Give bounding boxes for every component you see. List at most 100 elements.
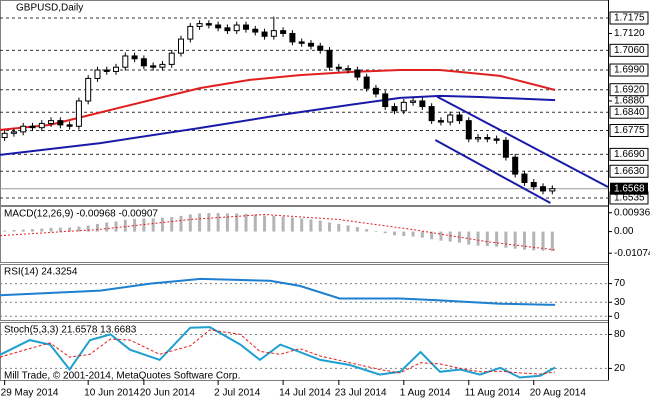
level-box <box>609 11 649 25</box>
histogram-bar <box>476 231 480 246</box>
candle-body <box>410 100 417 103</box>
candle-body <box>289 32 296 43</box>
candle-body <box>57 120 64 126</box>
candle-body <box>196 23 203 27</box>
histogram-bar <box>49 227 53 232</box>
x-tick-label: 20 Jun 2014 <box>140 388 195 399</box>
candle-body <box>298 41 305 44</box>
candle-body <box>10 131 17 134</box>
candle-body <box>317 45 324 51</box>
candle-body <box>94 69 101 79</box>
level-label: 1.7175 <box>614 13 645 24</box>
histogram-bar <box>485 231 489 247</box>
candle-body <box>85 77 92 102</box>
histogram-bar <box>105 222 109 232</box>
histogram-bar <box>123 219 127 232</box>
histogram-bar <box>30 229 34 232</box>
candle-body <box>48 120 55 124</box>
candle-body <box>178 38 185 54</box>
candle-body <box>326 49 333 68</box>
histogram-bar <box>40 228 44 232</box>
y-tick-label: 80 <box>614 329 626 340</box>
candle-body <box>113 66 120 72</box>
indicator-line <box>0 277 556 306</box>
candle-body <box>372 87 379 95</box>
histogram-bar <box>513 231 517 249</box>
histogram-bar <box>365 229 369 232</box>
histogram-bar <box>383 231 387 234</box>
x-tick-label: 2 Jul 2014 <box>214 388 261 399</box>
panel-title: GBPUSD,Daily <box>16 3 83 14</box>
candle-body <box>428 106 435 122</box>
level-box <box>609 123 649 137</box>
x-tick-label: 29 May 2014 <box>1 388 59 399</box>
histogram-bar <box>309 219 313 232</box>
level-label: 1.6630 <box>614 166 645 177</box>
histogram-bar <box>318 220 322 232</box>
candle-body <box>205 23 212 26</box>
y-tick-label: -0.01074 <box>614 248 650 259</box>
candle-body <box>215 24 222 29</box>
level-label: 1.6690 <box>614 149 645 160</box>
histogram-bar <box>86 225 90 232</box>
candle-body <box>233 24 240 32</box>
candle-body <box>521 173 528 184</box>
y-tick-label: 1.6880 <box>614 96 645 107</box>
y-tick-label: 0.00936 <box>614 207 650 218</box>
y-tick-label: 20 <box>614 363 626 374</box>
level-box <box>609 63 649 77</box>
candle-body <box>502 139 509 158</box>
indicator-line <box>0 329 556 375</box>
histogram-bar <box>253 214 257 232</box>
histogram-bar <box>430 231 434 240</box>
histogram-bar <box>300 218 304 232</box>
candle-body <box>1 132 8 139</box>
level-label: 1.6840 <box>614 107 645 118</box>
candle-body <box>20 125 27 133</box>
x-tick-label: 20 Aug 2014 <box>530 388 587 399</box>
candle-body <box>280 30 287 34</box>
panel-title: MACD(12,26,9) -0.00968 -0.00907 <box>4 209 158 220</box>
last-price-label: 1.6568 <box>614 183 645 194</box>
histogram-bar <box>3 230 7 232</box>
candle-body <box>363 76 370 89</box>
histogram-bar <box>68 227 72 232</box>
histogram-bar <box>522 231 526 250</box>
histogram-bar <box>439 231 443 241</box>
signal-line <box>0 213 556 251</box>
x-tick-label: 23 Jul 2014 <box>335 388 387 399</box>
histogram-bar <box>114 221 118 232</box>
candle-body <box>75 100 82 127</box>
histogram-bar <box>420 231 424 238</box>
histogram-bar <box>151 218 155 232</box>
level-label: 1.7060 <box>614 45 645 56</box>
y-tick-label: 70 <box>614 278 626 289</box>
candle-body <box>270 30 277 37</box>
level-box <box>609 164 649 178</box>
histogram-bar <box>374 230 378 232</box>
candle-body <box>475 137 482 140</box>
histogram-bar <box>133 218 137 232</box>
candle-body <box>38 122 45 129</box>
candle-body <box>252 28 259 33</box>
candle-body <box>168 52 175 65</box>
level-box <box>609 147 649 161</box>
indicator-line <box>0 94 556 156</box>
histogram-bar <box>541 231 545 251</box>
level-box <box>609 43 649 57</box>
histogram-bar <box>21 229 25 232</box>
candle-body <box>242 24 249 30</box>
candle-body <box>512 156 519 175</box>
histogram-bar <box>467 231 471 245</box>
candle-body <box>122 55 129 68</box>
candle-body <box>307 42 314 47</box>
histogram-bar <box>12 229 16 232</box>
histogram-bar <box>290 217 294 232</box>
level-label: 1.6535 <box>614 193 645 204</box>
level-box <box>609 83 649 97</box>
histogram-bar <box>58 227 62 232</box>
indicator-line <box>436 95 609 188</box>
histogram-bar <box>346 225 350 232</box>
